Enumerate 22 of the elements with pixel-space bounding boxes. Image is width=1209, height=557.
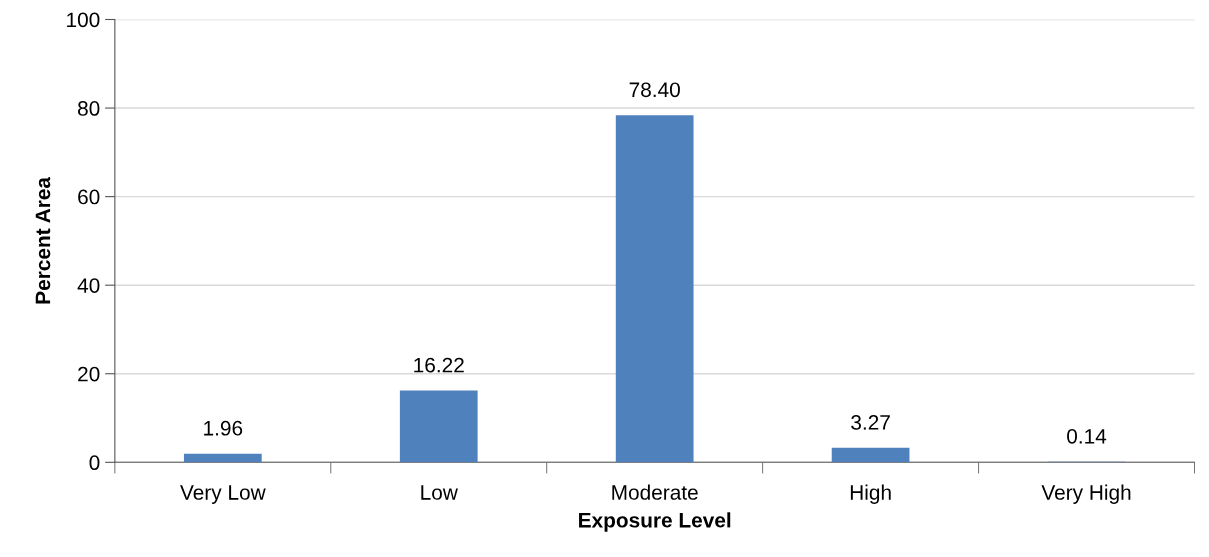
x-tick-label: Moderate <box>612 484 698 500</box>
x-tick-label: Very Low <box>180 485 266 504</box>
data-label: 16.22 <box>414 357 464 373</box>
bar <box>183 453 262 463</box>
y-tick-label: 100 <box>67 12 100 28</box>
bar <box>399 390 478 463</box>
bar <box>615 115 694 463</box>
y-tick-label: 80 <box>78 101 100 116</box>
bar <box>831 447 910 463</box>
y-tick-label: 40 <box>77 278 100 293</box>
y-tick-label: 60 <box>78 189 100 205</box>
x-axis-title: Exposure Level <box>579 512 731 532</box>
y-tick-label: 20 <box>78 366 100 382</box>
x-tick-label: Low <box>421 485 458 500</box>
x-tick-label: High <box>850 484 891 504</box>
x-tick-label: Very High <box>1041 484 1131 504</box>
y-axis-title: Percent Area <box>35 176 51 304</box>
data-label: 78.40 <box>629 82 680 98</box>
data-label: 1.96 <box>204 420 243 436</box>
data-label: 0.14 <box>1067 428 1107 444</box>
y-tick-label: 0 <box>89 455 100 471</box>
data-label: 3.27 <box>851 415 890 430</box>
